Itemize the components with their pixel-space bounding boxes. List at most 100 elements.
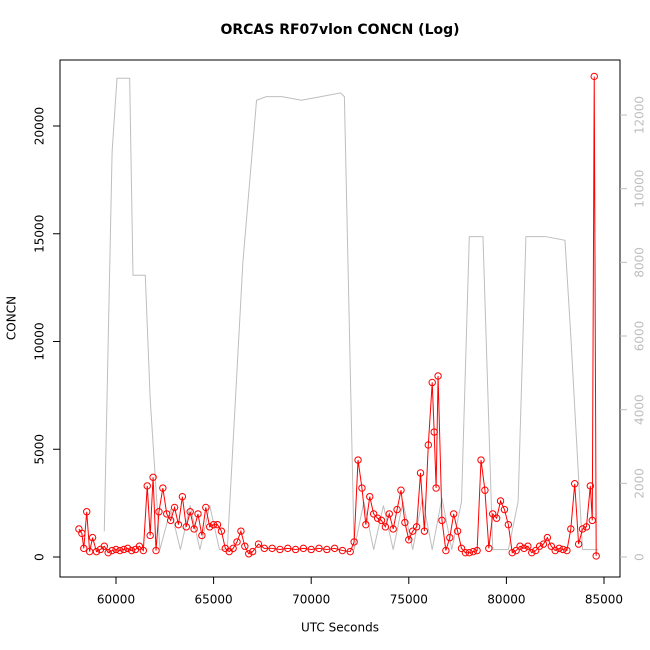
data-point <box>338 546 347 555</box>
data-point <box>385 510 393 518</box>
data-point <box>543 533 552 542</box>
data-point <box>512 546 520 555</box>
data-point <box>485 544 493 553</box>
data-point <box>500 505 509 514</box>
data-point <box>299 544 308 553</box>
data-point <box>461 548 470 557</box>
data-point <box>241 542 249 550</box>
data-point <box>389 525 397 533</box>
data-point <box>350 538 358 546</box>
data-point <box>149 473 157 481</box>
y2-tick-label: 0 <box>633 553 647 561</box>
data-point <box>492 514 501 522</box>
data-point <box>449 510 458 518</box>
y-tick-label: 0 <box>33 553 47 561</box>
data-point <box>555 544 563 553</box>
data-point <box>489 510 497 518</box>
data-point <box>108 546 116 555</box>
data-point <box>516 542 524 550</box>
data-point <box>152 546 160 555</box>
data-point <box>104 548 112 557</box>
data-point <box>291 545 300 554</box>
data-point <box>88 533 97 542</box>
y2-tick-label: 6000 <box>633 321 647 352</box>
data-point <box>428 378 436 387</box>
data-point <box>127 546 136 555</box>
data-point <box>420 527 429 535</box>
x-tick-label: 70000 <box>292 593 330 607</box>
data-point <box>245 550 253 558</box>
data-point <box>424 441 433 449</box>
data-point <box>590 72 598 81</box>
data-point <box>381 523 390 531</box>
data-point <box>369 510 378 518</box>
data-point <box>393 505 401 514</box>
y-tick-label: 15000 <box>33 215 47 253</box>
plot-frame <box>59 59 621 578</box>
data-point <box>139 546 148 555</box>
data-point <box>163 510 171 518</box>
data-point <box>170 503 179 512</box>
data-point <box>401 518 409 527</box>
data-point <box>358 484 366 492</box>
data-point <box>520 544 528 553</box>
data-point <box>198 531 206 540</box>
y-tick-label: 20000 <box>33 107 47 145</box>
data-point <box>116 546 124 555</box>
data-point <box>373 514 382 522</box>
data-point <box>446 533 454 542</box>
y2-tick-label: 10000 <box>633 170 647 208</box>
data-point <box>323 545 331 554</box>
data-point <box>416 469 425 477</box>
data-point <box>100 542 108 550</box>
data-point <box>254 540 263 548</box>
data-point <box>346 547 354 556</box>
x-tick-label: 85000 <box>585 593 623 607</box>
data-point <box>209 520 218 529</box>
x-tick-label: 60000 <box>97 593 135 607</box>
data-point <box>143 482 151 490</box>
data-point <box>432 484 440 492</box>
data-point <box>315 544 323 553</box>
data-point <box>92 547 101 556</box>
data-point <box>477 456 485 464</box>
x-tick-label: 65000 <box>195 593 233 607</box>
data-point <box>186 508 194 516</box>
data-point <box>366 492 374 501</box>
y-tick-label: 5000 <box>33 434 47 465</box>
data-point <box>155 508 163 516</box>
series-line <box>103 77 599 551</box>
data-point <box>473 546 481 555</box>
data-point <box>213 520 222 529</box>
data-point <box>135 542 144 550</box>
data-point <box>276 545 284 554</box>
y2-tick-label: 12000 <box>633 96 647 134</box>
data-point <box>182 523 190 531</box>
data-point <box>202 503 210 512</box>
data-point <box>442 546 450 555</box>
data-point <box>438 516 446 525</box>
data-point <box>453 527 462 535</box>
data-point <box>284 544 292 553</box>
data-point <box>194 510 202 518</box>
data-point <box>178 492 187 501</box>
y2-tick-label: 2000 <box>633 468 647 499</box>
data-point <box>412 523 421 531</box>
data-point <box>330 544 339 553</box>
data-point <box>430 428 438 436</box>
data-point <box>237 527 245 535</box>
data-point <box>588 516 596 525</box>
data-point <box>268 544 276 553</box>
data-point <box>504 520 513 529</box>
data-point <box>535 542 544 550</box>
data-point <box>457 544 466 553</box>
data-point <box>229 544 237 553</box>
data-point <box>166 516 175 525</box>
data-point <box>528 548 536 557</box>
data-point <box>582 523 591 531</box>
data-point <box>362 520 370 529</box>
y2-tick-label: 4000 <box>633 394 647 425</box>
y-axis-label: CONCN <box>5 296 19 340</box>
data-point <box>524 542 532 550</box>
